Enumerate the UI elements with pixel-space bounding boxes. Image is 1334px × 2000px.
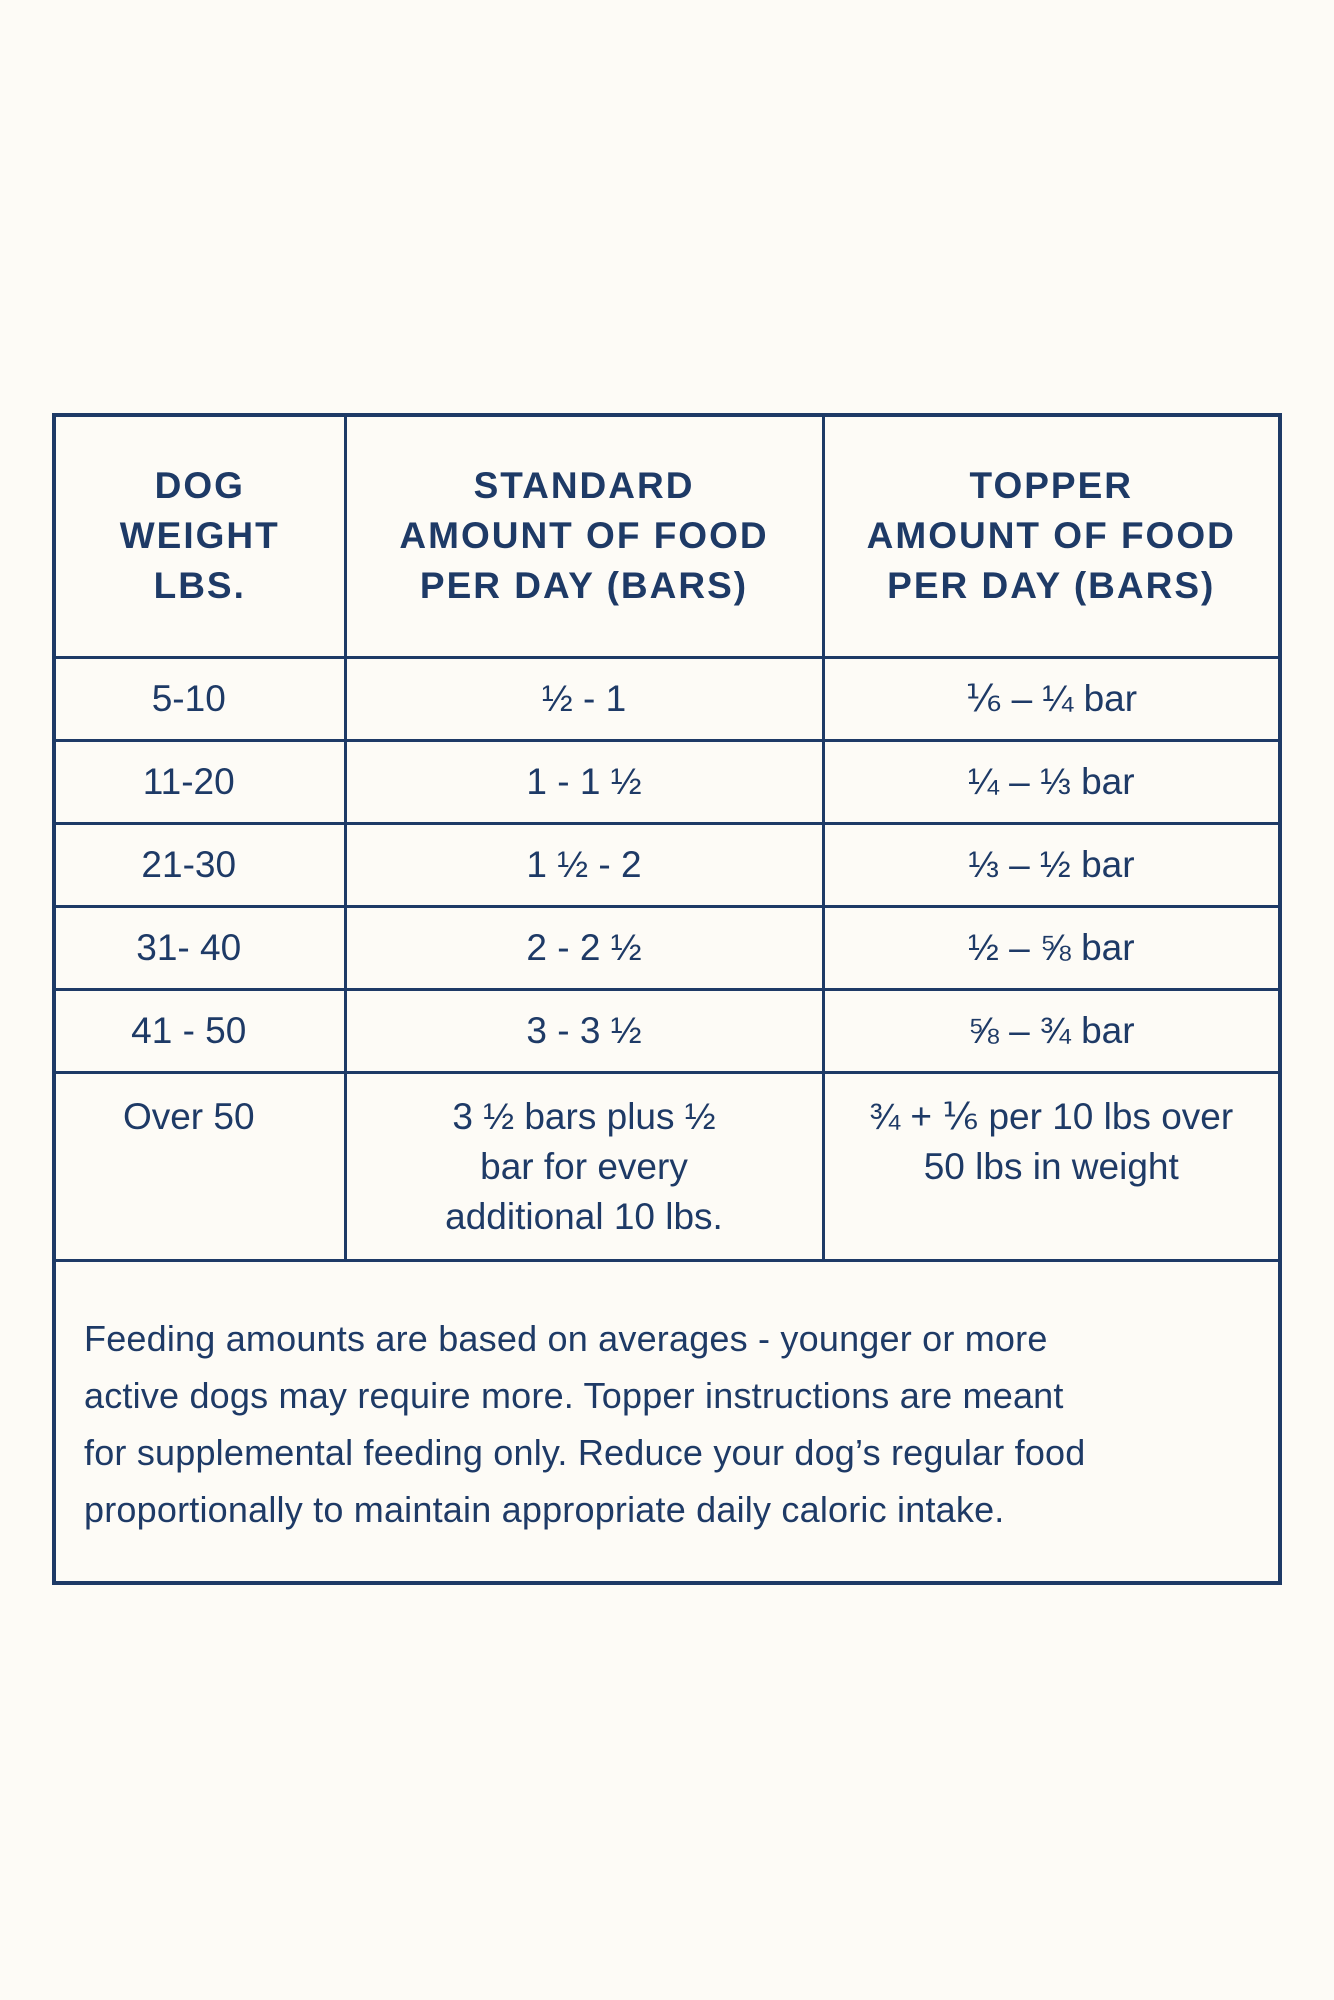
header-dog-weight: DOG WEIGHT LBS. <box>56 417 347 659</box>
topper-amount-cell: ½ – ⅝ bar <box>821 904 1278 991</box>
feeding-note: Feeding amounts are based on averages - … <box>84 1317 1086 1530</box>
table-row-over-50: Over 50 3 ½ bars plus ½ bar for every ad… <box>56 1070 1278 1262</box>
standard-amount-cell: 3 - 3 ½ <box>343 987 825 1074</box>
standard-amount-cell: ½ - 1 <box>343 655 825 742</box>
topper-amount-cell: ⅓ – ½ bar <box>821 821 1278 908</box>
table-row: 41 - 50 3 - 3 ½ ⅝ – ¾ bar <box>56 987 1278 1074</box>
header-standard-amount: STANDARD AMOUNT OF FOOD PER DAY (BARS) <box>343 417 825 659</box>
table-row: 11-20 1 - 1 ½ ¼ – ⅓ bar <box>56 738 1278 825</box>
weight-cell: 41 - 50 <box>56 987 347 1074</box>
topper-amount-cell: ⅝ – ¾ bar <box>821 987 1278 1074</box>
table-row: 21-30 1 ½ - 2 ⅓ – ½ bar <box>56 821 1278 908</box>
table-header-row: DOG WEIGHT LBS. STANDARD AMOUNT OF FOOD … <box>56 417 1278 659</box>
standard-amount-cell: 3 ½ bars plus ½ bar for every additional… <box>343 1070 825 1262</box>
weight-cell: Over 50 <box>56 1070 347 1262</box>
topper-amount-cell: ⅙ – ¼ bar <box>821 655 1278 742</box>
standard-amount-cell: 1 ½ - 2 <box>343 821 825 908</box>
standard-amount-cell: 2 - 2 ½ <box>343 904 825 991</box>
weight-cell: 5-10 <box>56 655 347 742</box>
standard-amount-cell: 1 - 1 ½ <box>343 738 825 825</box>
weight-cell: 11-20 <box>56 738 347 825</box>
weight-cell: 21-30 <box>56 821 347 908</box>
header-topper-amount: TOPPER AMOUNT OF FOOD PER DAY (BARS) <box>821 417 1278 659</box>
topper-amount-cell: ¾ + ⅙ per 10 lbs over 50 lbs in weight <box>821 1070 1278 1262</box>
weight-cell: 31- 40 <box>56 904 347 991</box>
table-row: 5-10 ½ - 1 ⅙ – ¼ bar <box>56 655 1278 742</box>
table-row: 31- 40 2 - 2 ½ ½ – ⅝ bar <box>56 904 1278 991</box>
feeding-table: DOG WEIGHT LBS. STANDARD AMOUNT OF FOOD … <box>56 417 1278 1262</box>
topper-amount-cell: ¼ – ⅓ bar <box>821 738 1278 825</box>
feeding-guide-card: DOG WEIGHT LBS. STANDARD AMOUNT OF FOOD … <box>52 413 1282 1585</box>
